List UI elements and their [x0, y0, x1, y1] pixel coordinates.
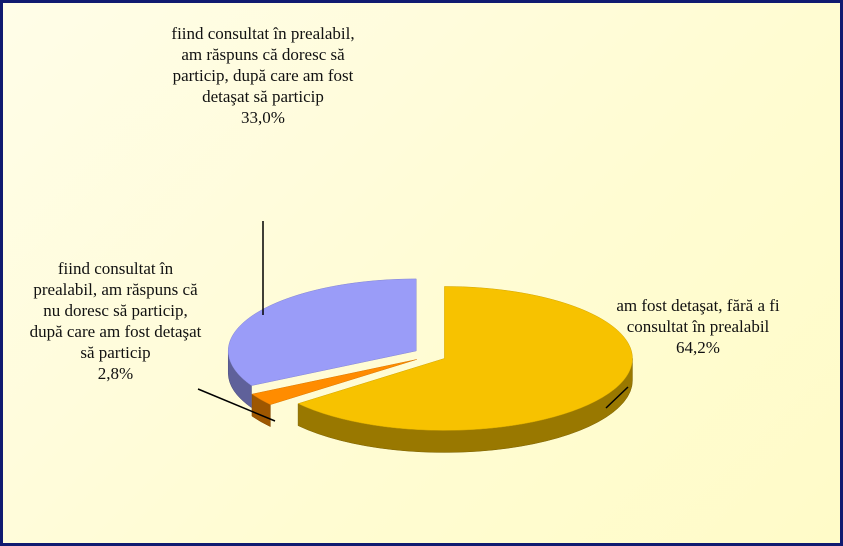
category-label: am fost detaşat, fără a fi consultat în … — [616, 296, 780, 336]
pie-slice — [297, 286, 633, 431]
value-label: 64,2% — [676, 338, 720, 357]
category-label: fiind consultat în prealabil, am răspuns… — [171, 24, 355, 106]
slice-label: fiind consultat în prealabil, am răspuns… — [28, 258, 203, 384]
pie-chart — [197, 221, 633, 453]
pie-sides — [227, 350, 633, 453]
pie-slice — [228, 278, 417, 386]
pie-tops — [228, 278, 633, 431]
leader-line — [605, 386, 629, 409]
value-label: 33,0% — [241, 108, 285, 127]
pie-slice — [251, 359, 417, 405]
slice-label: am fost detaşat, fără a fi consultat în … — [613, 295, 783, 358]
slice-label: fiind consultat în prealabil, am răspuns… — [163, 23, 363, 128]
leader-line — [197, 388, 276, 422]
category-label: fiind consultat în prealabil, am răspuns… — [29, 259, 202, 362]
value-label: 2,8% — [97, 364, 134, 383]
